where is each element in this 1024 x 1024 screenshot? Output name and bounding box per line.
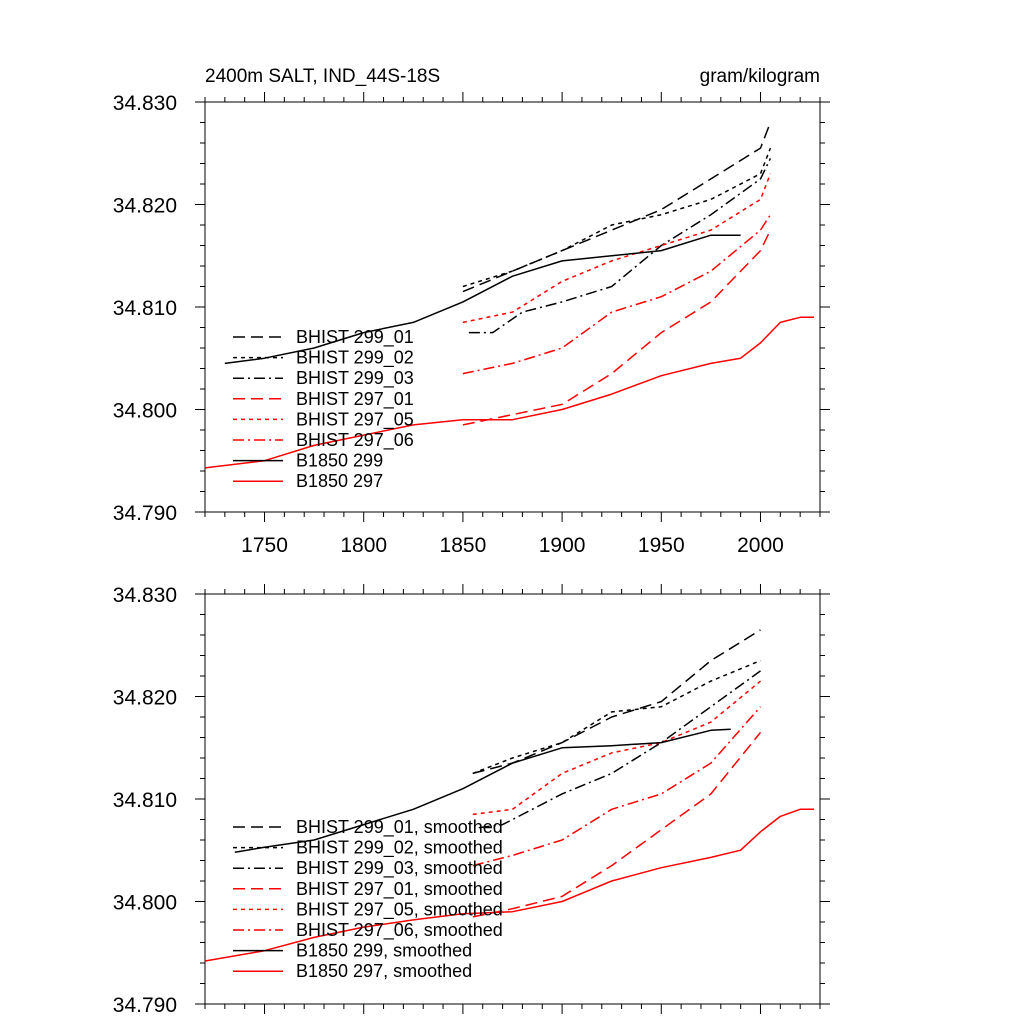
legend-label: B1850 299 <box>296 451 383 471</box>
legend-label: BHIST 299_02, smoothed <box>296 838 503 859</box>
legend-label: B1850 297, smoothed <box>296 961 472 981</box>
legend-label: BHIST 299_03, smoothed <box>296 858 503 879</box>
y-tick-label: 34.800 <box>113 400 177 423</box>
plot-area <box>204 122 814 469</box>
series-line <box>462 122 772 293</box>
series-line <box>472 629 761 775</box>
y-tick-label: 34.820 <box>113 195 177 218</box>
legend-label: BHIST 297_01 <box>296 389 414 410</box>
legend-label: BHIST 299_01, smoothed <box>296 817 503 838</box>
units-label: gram/kilogram <box>700 66 820 87</box>
series-line <box>462 147 772 288</box>
y-tick-label: 34.820 <box>113 687 177 710</box>
legend-label: BHIST 297_05 <box>296 409 414 430</box>
series-line <box>478 670 761 829</box>
y-tick-label: 34.810 <box>113 789 177 812</box>
chart-title: 2400m SALT, IND_44S-18S <box>205 66 440 87</box>
plot-area <box>204 629 814 962</box>
x-tick-label: 2000 <box>737 534 784 557</box>
series-line <box>472 659 761 775</box>
legend-label: BHIST 299_03 <box>296 368 414 389</box>
legend-label: BHIST 297_06 <box>296 430 414 451</box>
legend-label: BHIST 299_01 <box>296 327 414 348</box>
y-tick-label: 34.790 <box>113 502 177 525</box>
legend-label: BHIST 297_05, smoothed <box>296 899 503 920</box>
x-tick-label: 1950 <box>638 534 685 557</box>
y-tick-label: 34.800 <box>113 892 177 915</box>
legend-label: BHIST 297_06, smoothed <box>296 920 503 941</box>
x-tick-label: 1800 <box>340 534 387 557</box>
series-line <box>234 728 731 854</box>
legend-label: BHIST 299_02 <box>296 348 414 369</box>
bottom-panel: 34.790 34.800 34.810 34.820 34.830 BHIST 299… <box>113 584 830 1017</box>
series-line <box>462 229 772 426</box>
y-tick-label: 34.790 <box>113 994 177 1017</box>
axes: 1750 1800 1850 1900 1950 2000 34.790 34.800 34.8… <box>113 92 830 557</box>
series-line <box>468 158 772 334</box>
top-panel: 2400m SALT, IND_44S-18S gram/kilogram 17… <box>113 66 830 557</box>
series-line <box>224 234 741 365</box>
series-line <box>462 214 772 375</box>
legend-label: BHIST 297_01, smoothed <box>296 879 503 900</box>
legend-label: B1850 297 <box>296 471 383 491</box>
y-tick-label: 34.830 <box>113 584 177 607</box>
series-line <box>472 731 762 918</box>
y-tick-label: 34.810 <box>113 297 177 320</box>
legend-label: B1850 299, smoothed <box>296 941 472 961</box>
series-line <box>204 808 814 962</box>
x-tick-label: 1900 <box>539 534 586 557</box>
x-tick-label: 1750 <box>241 534 288 557</box>
series-line <box>204 316 814 469</box>
series-line <box>472 680 761 816</box>
axes: 34.790 34.800 34.810 34.820 34.830 <box>113 584 830 1017</box>
series-line <box>472 706 762 867</box>
x-tick-label: 1850 <box>440 534 487 557</box>
series-line <box>462 173 772 324</box>
y-tick-label: 34.830 <box>113 92 177 115</box>
